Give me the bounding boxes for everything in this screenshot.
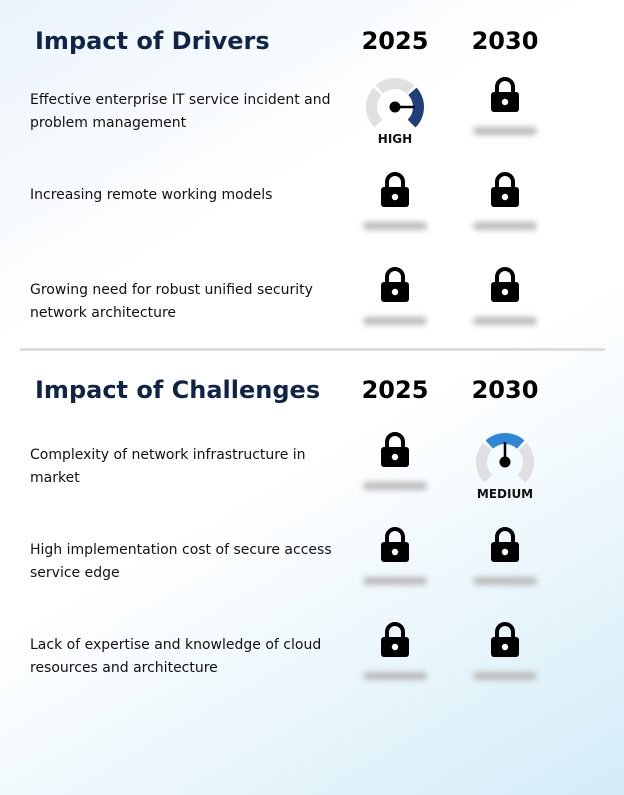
impact-level: MEDIUM [476,487,534,501]
locked-cell [340,527,450,585]
locked-cell [450,77,560,135]
lock-icon [491,77,519,112]
locked-cell [450,267,560,325]
blurred-value[interactable] [473,127,537,135]
challenges-title: Impact of Challenges [35,376,321,404]
locked-cell [450,527,560,585]
lock-icon [381,622,409,657]
gauge-icon [366,78,424,128]
impact-level: HIGH [377,132,413,146]
year-2025: 2025 [361,27,429,55]
blurred-value[interactable] [473,317,537,325]
blurred-value[interactable] [473,672,537,680]
locked-cell [450,622,560,680]
drivers-title: Impact of Drivers [35,27,270,55]
blurred-value[interactable] [363,672,427,680]
blurred-value[interactable] [363,222,427,230]
row-label: High implementation cost of secure acces… [30,542,332,581]
row-label: Lack of expertise and knowledge of cloud… [30,637,322,676]
blurred-value[interactable] [363,577,427,585]
row-label: Complexity of network infrastructure in … [30,447,306,486]
lock-icon [491,172,519,207]
year-2030: 2030 [471,27,539,55]
lock-icon [381,527,409,562]
impact-gauge: HIGH [340,77,450,146]
blurred-value[interactable] [363,482,427,490]
lock-icon [491,267,519,302]
year-2025: 2025 [361,376,429,404]
lock-icon [381,267,409,302]
impact-gauge: MEDIUM [450,432,560,501]
locked-cell [340,622,450,680]
row-label: Effective enterprise IT service incident… [30,92,331,131]
row-label: Growing need for robust unified security… [30,282,313,321]
lock-icon [491,622,519,657]
lock-icon [381,432,409,467]
gauge-icon [476,433,534,483]
blurred-value[interactable] [363,317,427,325]
locked-cell [340,172,450,230]
lock-icon [491,527,519,562]
year-2030: 2030 [471,376,539,404]
section-divider [20,348,605,351]
blurred-value[interactable] [473,222,537,230]
blurred-value[interactable] [473,577,537,585]
row-label: Increasing remote working models [30,187,273,203]
locked-cell [340,267,450,325]
locked-cell [450,172,560,230]
locked-cell [340,432,450,490]
lock-icon [381,172,409,207]
